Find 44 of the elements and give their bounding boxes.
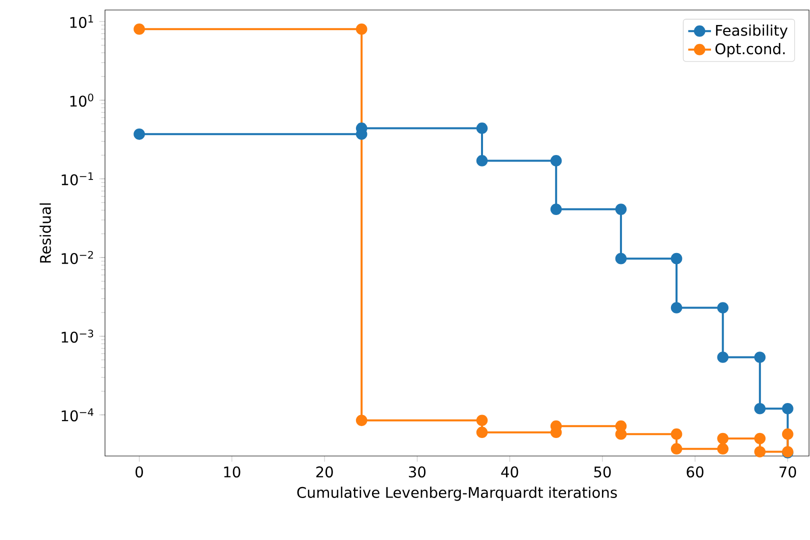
point	[476, 155, 488, 166]
y-tick-label: 10$^{−3}$	[62, 330, 94, 343]
x-tick-label: 40	[501, 466, 518, 478]
point	[550, 155, 562, 166]
point	[356, 414, 368, 426]
point	[356, 23, 368, 35]
point	[782, 428, 794, 440]
point	[476, 414, 488, 426]
point	[476, 122, 488, 134]
legend-label: Opt.cond.	[715, 43, 785, 58]
x-axis-title: Cumulative Levenberg-Marquardt iterations	[297, 486, 617, 501]
point	[476, 426, 488, 438]
point	[754, 402, 766, 414]
point	[670, 428, 682, 440]
point	[782, 402, 794, 414]
y-tick-label: 10$^{−4}$	[62, 408, 94, 422]
point	[754, 432, 766, 444]
x-tick-label: 60	[686, 466, 704, 478]
y-tick-label: 10$^{1}$	[70, 15, 93, 28]
point	[717, 302, 729, 314]
x-tick-label: 10	[224, 466, 240, 478]
y-tick-label: 10$^{−2}$	[62, 250, 93, 264]
point	[670, 252, 682, 264]
point	[615, 252, 627, 264]
point	[670, 443, 682, 455]
x-tick-label: 20	[316, 466, 333, 478]
y-tick-label: 10$^{0}$	[70, 94, 94, 107]
point	[670, 302, 682, 314]
point	[615, 204, 627, 215]
point	[717, 443, 729, 455]
point	[754, 352, 766, 363]
x-tick-label: 0	[136, 466, 143, 478]
x-tick-label: 70	[780, 466, 796, 478]
x-tick-label: 50	[594, 466, 611, 478]
y-tick-label: 10$^{−1}$	[62, 172, 93, 186]
point	[717, 352, 729, 363]
y-axis-title: Residual	[40, 203, 51, 263]
point	[717, 432, 729, 444]
point	[550, 204, 562, 215]
x-tick-label: 30	[408, 466, 426, 478]
point	[754, 446, 766, 458]
point	[134, 23, 145, 35]
legend-label: Feasibility	[716, 24, 788, 39]
point	[134, 128, 145, 140]
